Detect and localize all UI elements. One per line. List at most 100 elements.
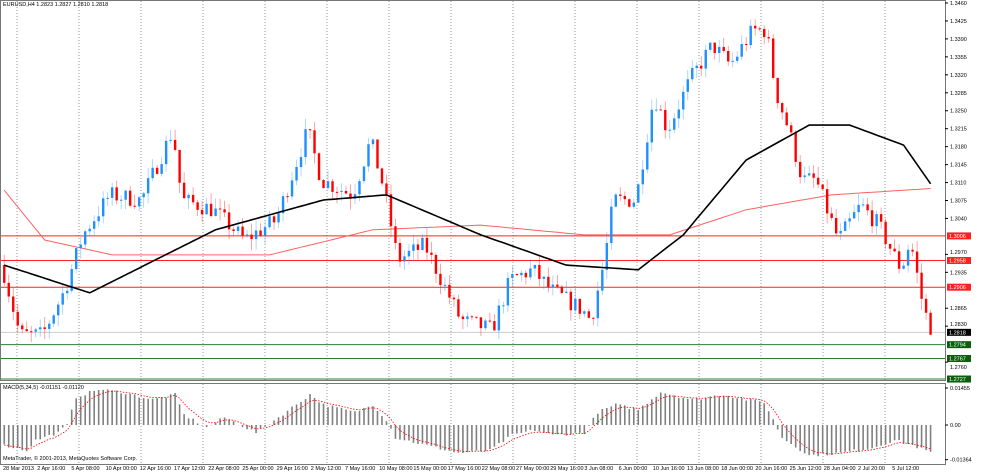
candle-bear bbox=[915, 251, 919, 273]
candle-bear bbox=[191, 194, 195, 203]
time-tick-label: 2 May 12:00 bbox=[311, 466, 341, 472]
ma-slow-line bbox=[3, 124, 932, 294]
ma-fast-line bbox=[3, 188, 931, 256]
candle-bear bbox=[317, 153, 321, 181]
candle-bear bbox=[200, 209, 204, 215]
candle-bear bbox=[335, 191, 339, 193]
candle-bull bbox=[848, 218, 851, 222]
price-tick-label: 1.2935 bbox=[950, 270, 967, 276]
candle-bear bbox=[767, 37, 770, 39]
time-tick-label: 15 May 00:00 bbox=[413, 466, 446, 472]
candle-bull bbox=[97, 216, 100, 222]
candle-bull bbox=[79, 244, 82, 249]
price-tick-label: 1.3460 bbox=[950, 1, 967, 7]
candle-bull bbox=[686, 79, 689, 92]
candle-bear bbox=[722, 46, 725, 52]
candle-bear bbox=[884, 221, 887, 244]
candle-bull bbox=[407, 250, 411, 257]
candle-bear bbox=[416, 244, 420, 250]
candle-bull bbox=[88, 228, 91, 232]
candle-bear bbox=[196, 202, 199, 210]
candle-bull bbox=[695, 65, 698, 69]
time-tick-label: 17 Apr 12:00 bbox=[174, 466, 205, 472]
candle-bear bbox=[560, 286, 564, 293]
candle-bear bbox=[425, 237, 429, 253]
candle-bear bbox=[115, 187, 118, 201]
price-tick-label: 1.3425 bbox=[950, 19, 967, 25]
candle-bull bbox=[502, 305, 505, 307]
candle-bear bbox=[155, 167, 159, 174]
candle-bear bbox=[227, 212, 231, 230]
candle-bear bbox=[727, 51, 730, 62]
candle-bear bbox=[816, 177, 820, 185]
price-tick-label: 1.2970 bbox=[950, 250, 967, 256]
candle-bull bbox=[682, 91, 685, 110]
candle-bull bbox=[736, 56, 739, 61]
candle-bear bbox=[380, 168, 384, 184]
candle-bull bbox=[101, 198, 105, 217]
candle-bear bbox=[488, 320, 492, 322]
time-tick-label: 13 Jun 08:00 bbox=[687, 466, 719, 472]
candle-bull bbox=[214, 208, 217, 217]
price-tick-label: 1.3180 bbox=[950, 145, 967, 151]
candle-bear bbox=[623, 195, 626, 200]
grid bbox=[16, 1, 886, 464]
price-tag-label: 1.2958 bbox=[949, 259, 966, 265]
candles bbox=[3, 19, 932, 343]
time-tick-label: 29 Apr 16:00 bbox=[277, 466, 308, 472]
macd-tick-label: 0.01455 bbox=[950, 386, 970, 392]
candle-bear bbox=[394, 226, 397, 243]
candle-bull bbox=[511, 274, 514, 279]
price-tag-label: 1.2794 bbox=[949, 343, 966, 349]
candle-bull bbox=[709, 42, 712, 50]
macd-histogram bbox=[3, 389, 932, 457]
candle-bear bbox=[30, 331, 33, 333]
candle-bull bbox=[403, 256, 406, 262]
candle-bull bbox=[299, 157, 303, 168]
candle-bear bbox=[16, 311, 19, 326]
candle-bear bbox=[470, 316, 474, 318]
copyright: MetaTrader, © 2001-2013, MetaQuotes Soft… bbox=[3, 456, 138, 462]
candle-bear bbox=[439, 273, 442, 286]
candle-bull bbox=[583, 311, 586, 314]
candle-bull bbox=[205, 203, 208, 215]
candle-bull bbox=[295, 167, 298, 181]
candle-bear bbox=[834, 217, 838, 234]
candle-bear bbox=[762, 28, 766, 38]
price-tick-label: 1.3040 bbox=[950, 216, 967, 222]
candle-bull bbox=[596, 290, 600, 319]
candle-bear bbox=[218, 208, 222, 210]
candle-bull bbox=[852, 212, 856, 219]
price-tick-label: 1.2865 bbox=[950, 306, 967, 312]
candle-bull bbox=[646, 142, 649, 170]
candle-bull bbox=[605, 242, 609, 270]
candle-bear bbox=[385, 183, 388, 195]
candle-bull bbox=[151, 167, 154, 179]
candle-bull bbox=[668, 129, 671, 131]
candle-bear bbox=[286, 196, 289, 198]
candle-bear bbox=[250, 234, 253, 240]
candle-bull bbox=[371, 139, 375, 145]
candle-bull bbox=[304, 129, 307, 158]
candle-bear bbox=[911, 249, 914, 252]
candle-bear bbox=[272, 216, 276, 223]
candle-bear bbox=[776, 77, 779, 104]
price-tag-support bbox=[947, 341, 971, 349]
candle-bull bbox=[137, 197, 141, 207]
candle-bear bbox=[43, 327, 46, 330]
price-tag-label: 1.3006 bbox=[949, 234, 966, 240]
candle-bull bbox=[362, 166, 366, 182]
candle-bull bbox=[421, 237, 424, 250]
time-tick-label: 7 May 16:00 bbox=[345, 466, 375, 472]
candle-bear bbox=[547, 276, 550, 288]
candle-bull bbox=[106, 197, 109, 199]
candle-bull bbox=[650, 109, 653, 143]
candle-bull bbox=[641, 169, 644, 185]
horizontal-levels[interactable] bbox=[0, 235, 945, 380]
macd-signal-line bbox=[4, 390, 931, 455]
price-tick-label: 1.3285 bbox=[950, 91, 967, 97]
candle-bull bbox=[551, 284, 555, 288]
price-tag-resistance bbox=[947, 257, 971, 265]
candle-bear bbox=[825, 189, 829, 214]
